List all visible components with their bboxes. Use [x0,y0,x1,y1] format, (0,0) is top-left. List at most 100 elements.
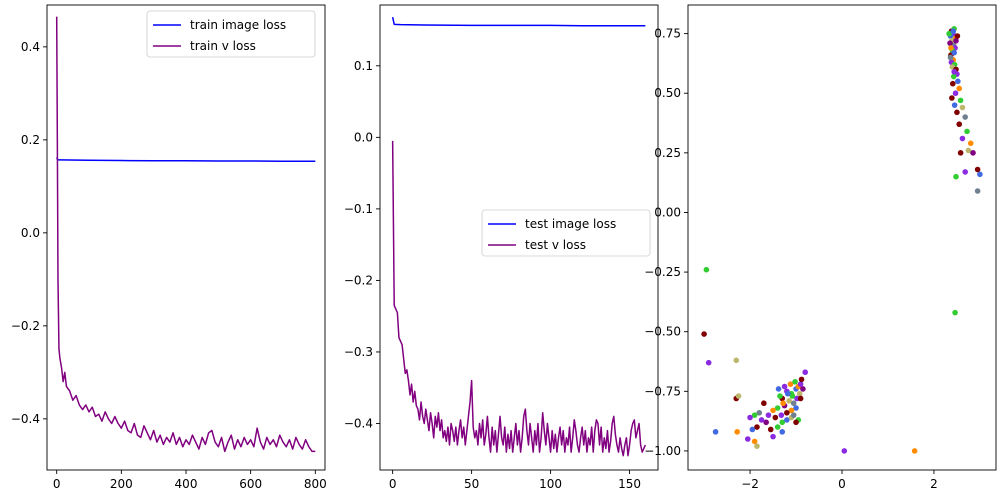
scatter-point-35 [970,150,976,156]
x-tick-label-0: 0 [389,477,397,491]
scatter-point-95 [712,429,719,435]
scatter-point-19 [950,73,957,80]
legend-label-1: test v loss [525,238,586,252]
scatter-point-66 [796,390,803,397]
scatter-point-40 [962,169,968,175]
series-line-0 [391,16,646,27]
scatter-point-77 [761,400,767,407]
scatter-point-79 [758,417,765,423]
scatter-point-7 [947,40,953,46]
scatter-point-82 [754,424,760,430]
scatter-point-33 [967,140,974,147]
scatter-point-103 [797,395,804,402]
legend-label-1: train v loss [190,39,256,53]
y-tick-label-0: −0.4 [344,417,373,431]
scatter-point-84 [774,424,781,430]
scatter-point-58 [777,393,783,399]
scatter-point-78 [756,409,763,416]
chart-panel-test-loss: 0 50 100 150 −0.4 −0.3 −0.2 −0.1 0.0 0.1 test imag… [344,4,659,491]
scatter-point-83 [749,426,756,433]
y-tick-label-5: 0.1 [354,59,373,73]
scatter-point-67 [798,376,805,383]
scatter-point-46 [946,30,952,37]
scatter-point-109 [778,412,785,418]
scatter-point-105 [787,381,794,387]
x-tick-label-1: 0 [838,477,846,491]
legend-label-0: test image loss [525,217,616,231]
scatter-point-17 [947,54,954,61]
y-tick-label-5: 0.25 [654,146,681,160]
y-tick-label-2: −0.2 [344,273,373,287]
scatter-point-75 [765,412,772,418]
scatter-point-89 [744,436,751,442]
scatter-point-44 [951,68,957,75]
scatter-point-57 [797,381,804,387]
y-tick-label-0: −0.4 [11,412,40,426]
y-tick-label-3: 0.2 [21,133,40,147]
legend-box [481,209,651,257]
y-tick-label-7: 0.75 [654,27,681,41]
x-tick-label-2: 100 [539,477,562,491]
scatter-point-30 [956,121,963,128]
x-tick-label-0: 0 [53,477,61,491]
y-tick-label-4: 0.0 [354,130,373,144]
scatter-point-93 [733,357,740,364]
y-tick-label-3: −0.25 [644,265,681,279]
scatter-point-63 [789,393,796,399]
scatter-point-21 [949,80,956,87]
x-tick-label-0: −2 [741,477,759,491]
chart-panel-train-loss: 0 200 400 600 800 −0.4 −0.2 0.0 0.2 0.4 train imag… [11,4,327,491]
x-tick-label-3: 150 [618,477,641,491]
y-tick-label-0: −1.00 [644,444,681,458]
axes-frame [379,4,659,471]
scatter-point-55 [790,400,797,407]
scatter-point-64 [784,390,791,397]
scatter-point-37 [974,166,981,173]
scatter-point-65 [780,400,786,407]
x-tick-label-2: 2 [930,477,938,491]
scatter-point-61 [784,409,790,416]
legend-label-0: train image loss [190,18,286,32]
scatter-point-29 [962,114,968,120]
axes-frame [46,4,326,471]
y-tick-label-1: −0.75 [644,384,681,398]
series-line-0 [56,157,316,162]
y-tick-label-4: 0.00 [654,205,681,219]
scatter-point-70 [770,407,776,414]
scatter-point-97 [705,359,712,366]
scatter-point-107 [800,386,806,392]
scatter-point-59 [793,405,799,411]
scatter-point-54 [786,398,792,404]
scatter-point-92 [735,393,742,399]
scatter-point-94 [734,429,740,435]
scatter-point-39 [974,188,981,194]
scatter-point-38 [977,171,983,178]
scatter-point-69 [774,405,781,411]
y-tick-label-4: 0.4 [21,40,40,54]
scatter-point-100 [841,448,848,454]
scatter-point-96 [701,331,707,337]
scatter-point-43 [948,45,954,51]
scatter-point-32 [959,135,966,142]
scatter-point-11 [951,49,957,56]
y-tick-label-2: 0.0 [21,226,40,240]
scatter-point-68 [802,369,809,376]
legend-box [146,10,316,58]
legend: train image loss train v loss [146,10,316,58]
y-tick-label-1: −0.3 [344,345,373,359]
y-tick-label-3: −0.1 [344,202,373,216]
scatter-point-90 [754,443,760,449]
y-tick-label-6: 0.50 [654,86,681,100]
scatter-point-81 [747,414,753,421]
scatter-point-104 [781,383,788,390]
scatter-point-86 [779,429,786,435]
legend: test image loss test v loss [481,209,651,257]
scatter-point-45 [954,33,961,39]
x-tick-label-2: 400 [175,477,198,491]
chart-panel-scatter: −2 0 2 −1.00 −0.75 −0.50 −0.25 0.00 0.25 0.50 0.75 [644,4,997,491]
series-line-1 [55,16,316,453]
scatter-point-48 [952,309,958,316]
x-tick-label-4: 800 [304,477,327,491]
series-line-1 [391,140,647,457]
